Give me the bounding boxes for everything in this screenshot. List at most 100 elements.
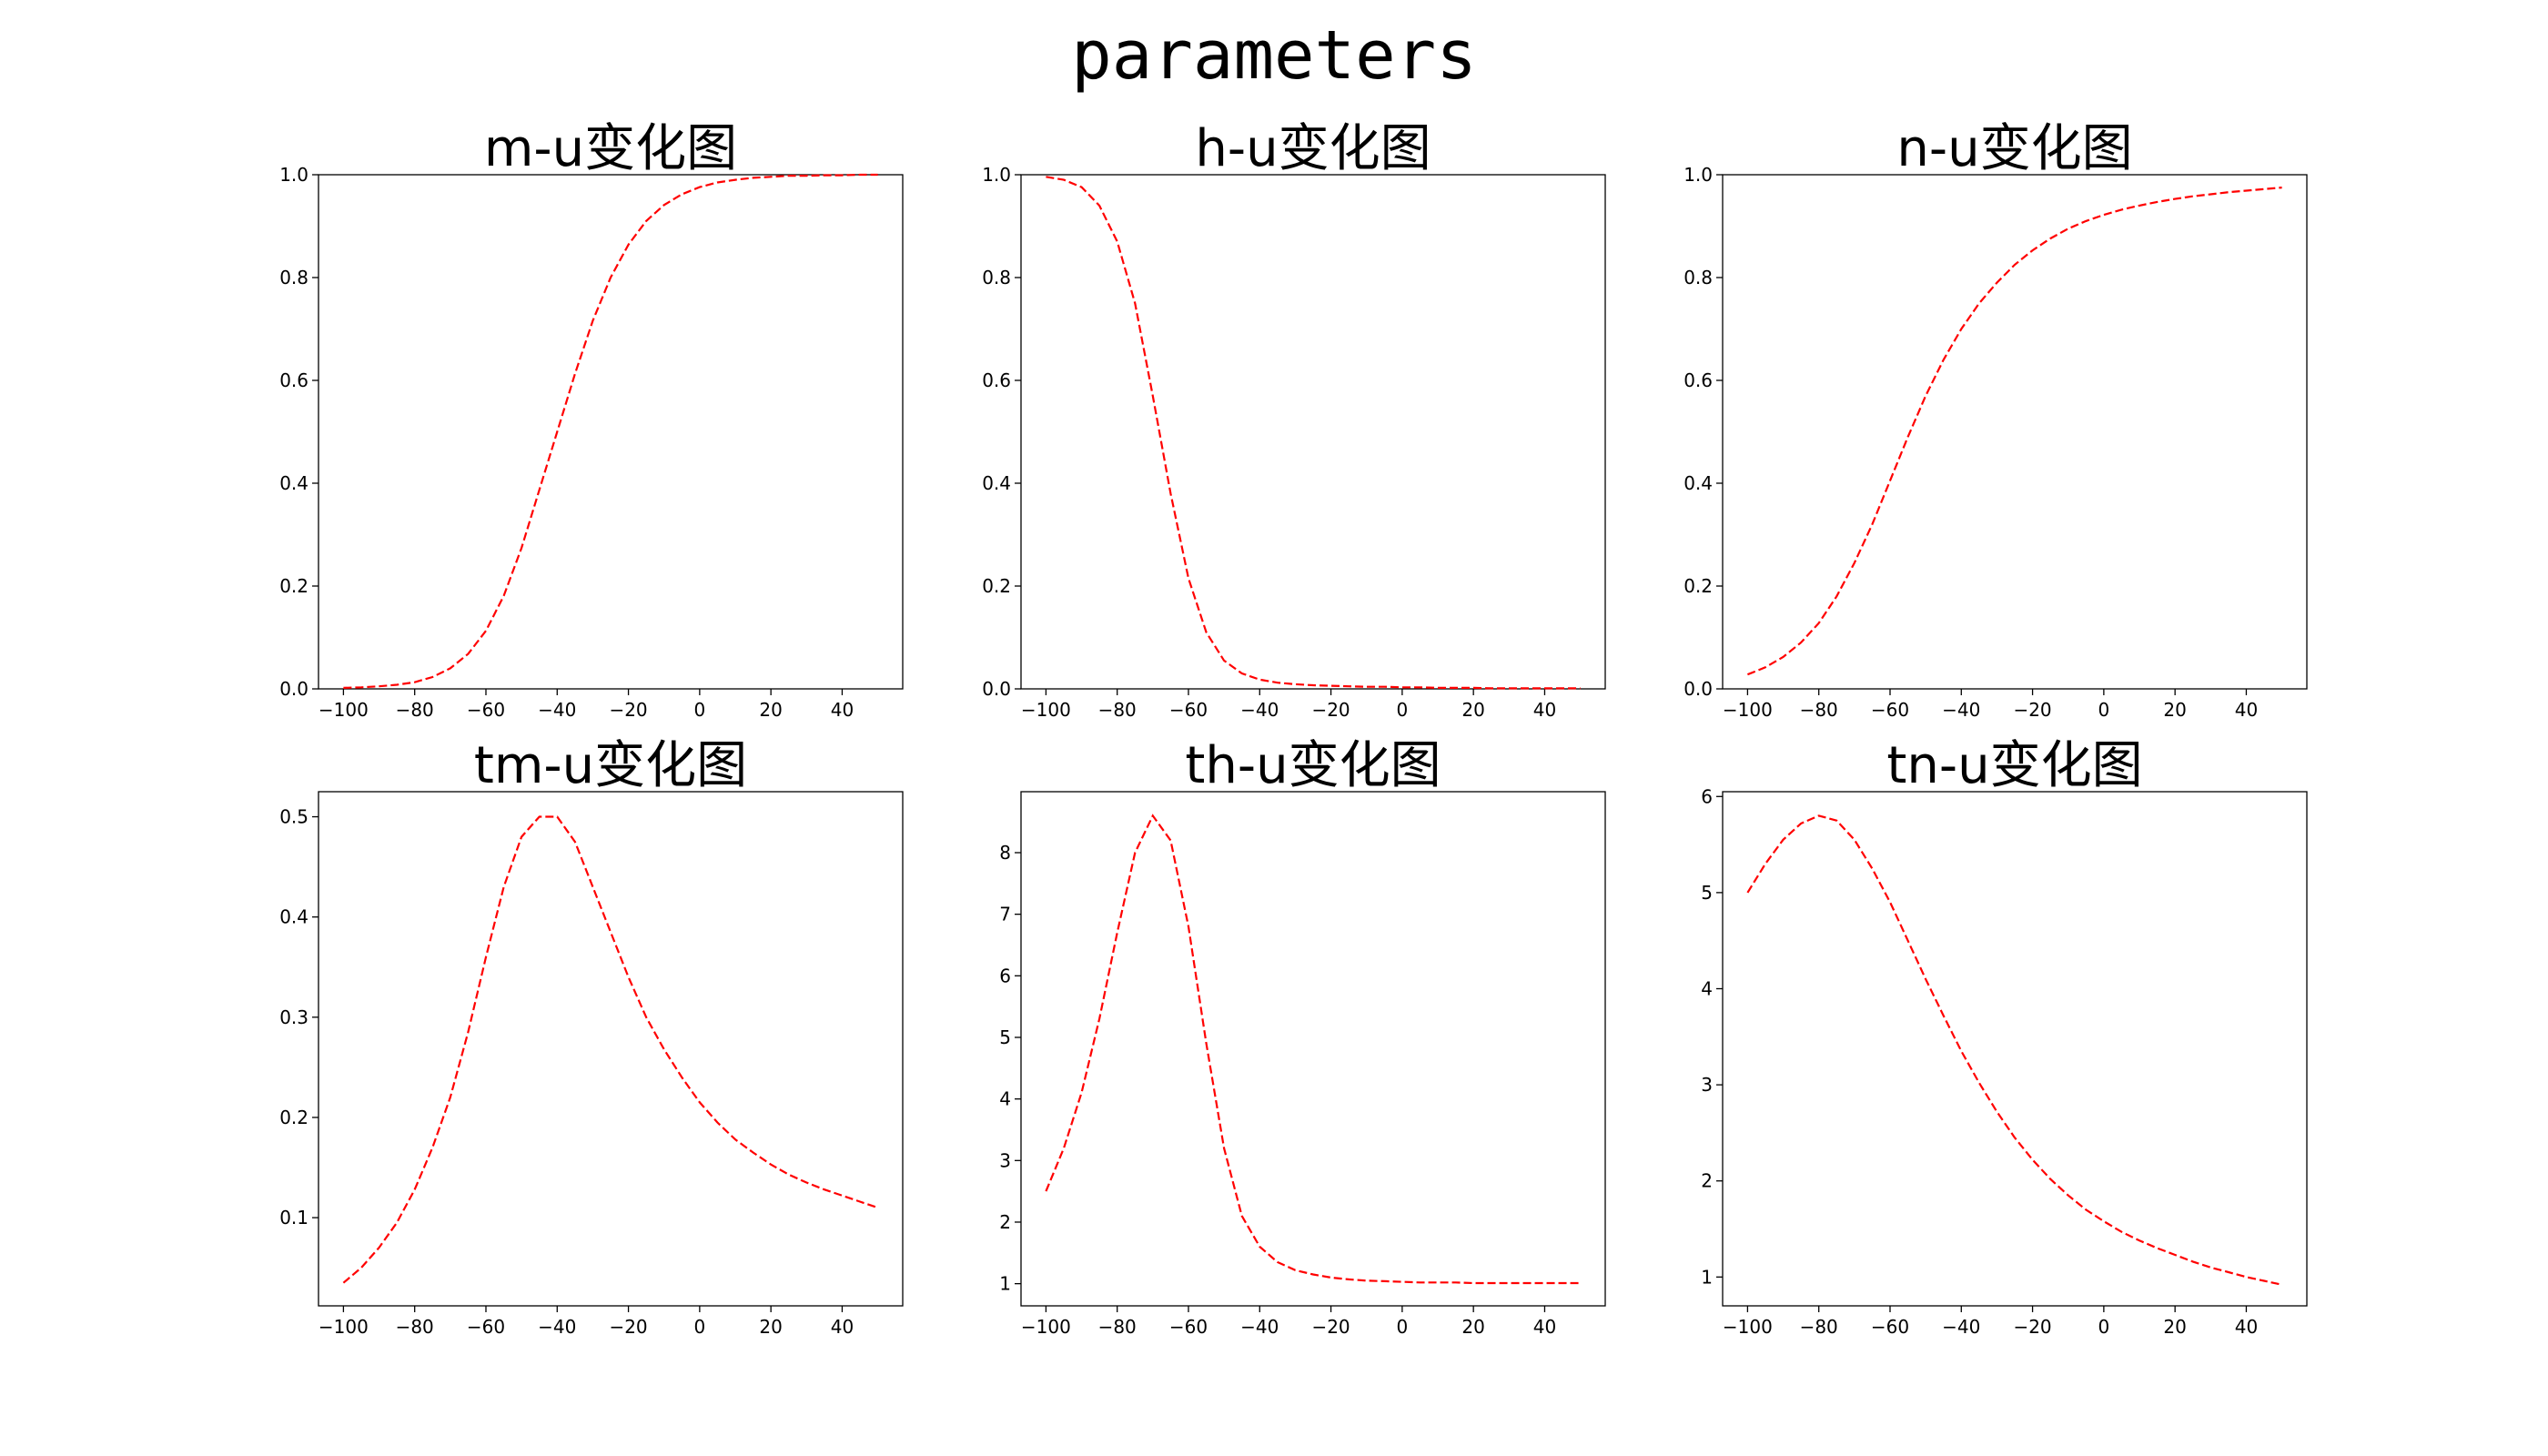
data-point [699, 187, 701, 188]
data-point [1081, 187, 1083, 188]
data-point [806, 1182, 808, 1184]
y-tick-label: 0.2 [279, 1107, 308, 1128]
x-tick-label: −100 [1723, 1316, 1773, 1338]
x-tick-label: −40 [1942, 1316, 1980, 1338]
data-point [2103, 1220, 2105, 1222]
data-point [521, 547, 522, 549]
y-tick-label: 0.1 [279, 1207, 308, 1228]
data-point [2281, 1284, 2283, 1286]
data-point [1063, 1148, 1065, 1149]
y-tick-label: 4 [1701, 977, 1713, 999]
data-point [1348, 1279, 1350, 1280]
series-line [1746, 814, 2282, 1286]
data-point [1997, 1111, 1998, 1113]
x-tick-label: −20 [1311, 1316, 1350, 1338]
data-point [1241, 672, 1243, 674]
x-tick-label: −40 [1240, 1316, 1279, 1338]
data-point [1907, 436, 1909, 438]
data-point [1943, 359, 1945, 361]
data-point [2192, 1261, 2194, 1263]
data-point [1420, 687, 1421, 689]
data-point [521, 836, 522, 838]
data-point [1046, 1190, 1047, 1192]
subplot-title: tm-u变化图 [474, 736, 747, 795]
data-point [663, 205, 665, 207]
data-point [2192, 196, 2194, 197]
data-point [1152, 395, 1154, 397]
data-point [343, 687, 345, 689]
data-point [1170, 840, 1172, 842]
data-point [2246, 1277, 2248, 1279]
data-point [1580, 1282, 1582, 1284]
subplot-title: th-u变化图 [1185, 736, 1441, 795]
data-point [1889, 902, 1891, 904]
plot-frame [1722, 791, 2308, 1307]
data-point [1925, 978, 1926, 980]
data-point [1978, 1082, 1980, 1084]
data-point [1562, 1282, 1563, 1284]
data-point [1925, 395, 1926, 397]
y-tick-label: 0.4 [279, 906, 308, 928]
y-tick-label: 1.0 [1684, 164, 1713, 186]
data-point [824, 175, 825, 177]
data-point [1455, 1282, 1457, 1284]
data-point [1526, 1282, 1528, 1284]
plot-frame [318, 174, 904, 690]
data-point [539, 490, 541, 491]
x-tick-label: −80 [396, 699, 434, 721]
data-point [1818, 815, 1820, 817]
y-tick-label: 0.6 [1684, 369, 1713, 391]
x-tick-label: −20 [609, 699, 647, 721]
x-tick-label: 20 [1461, 1316, 1484, 1338]
data-point [1295, 683, 1297, 685]
x-tick-label: 0 [2098, 1316, 2109, 1338]
data-point [396, 684, 398, 686]
data-point [682, 194, 683, 196]
y-tick-label: 0.8 [982, 267, 1011, 288]
data-point [824, 1188, 825, 1190]
data-point [2263, 1280, 2265, 1282]
series-line [1746, 187, 2282, 676]
data-point [450, 1097, 451, 1098]
data-point [1081, 1092, 1083, 1094]
data-point [877, 174, 879, 176]
x-tick-label: −100 [318, 1316, 369, 1338]
x-tick-label: −40 [538, 1316, 576, 1338]
data-point [1384, 1280, 1386, 1282]
data-point [1330, 1277, 1332, 1279]
series-line [1046, 176, 1581, 690]
data-point [1491, 688, 1492, 690]
data-point [1117, 241, 1118, 243]
data-point [2138, 1239, 2140, 1241]
data-point [842, 1195, 844, 1197]
y-tick-label: 0.2 [1684, 575, 1713, 597]
x-tick-label: 40 [2235, 699, 2258, 721]
y-tick-label: 0.0 [1684, 678, 1713, 700]
y-tick-label: 0.0 [279, 678, 308, 700]
y-tick-label: 5 [1701, 882, 1713, 904]
y-tick-label: 0.6 [982, 369, 1011, 391]
x-tick-label: −80 [1800, 699, 1838, 721]
data-point [414, 1188, 416, 1190]
data-point [753, 1152, 754, 1154]
data-point [2032, 249, 2034, 251]
x-tick-label: −60 [1169, 1316, 1208, 1338]
y-tick-label: 3 [1701, 1074, 1713, 1096]
data-point [770, 177, 772, 178]
data-point [379, 1247, 380, 1249]
data-point [360, 1267, 362, 1269]
data-point [2138, 205, 2140, 207]
y-tick-label: 0.8 [1684, 267, 1713, 288]
data-point [877, 1207, 879, 1208]
chart-panel-1: m-u变化图 −100 −80 −60 −40 −20 0 20 40 0.0 0.2 0.4 0.6 0… [279, 119, 904, 721]
data-point [859, 1201, 861, 1203]
data-point [468, 653, 470, 655]
data-point [1783, 656, 1785, 658]
data-point [432, 1147, 434, 1148]
data-point [1943, 1015, 1945, 1016]
x-tick-label: −60 [1871, 1316, 1909, 1338]
x-tick-label: −80 [396, 1316, 434, 1338]
data-point [2068, 1195, 2069, 1197]
data-point [1526, 688, 1528, 690]
